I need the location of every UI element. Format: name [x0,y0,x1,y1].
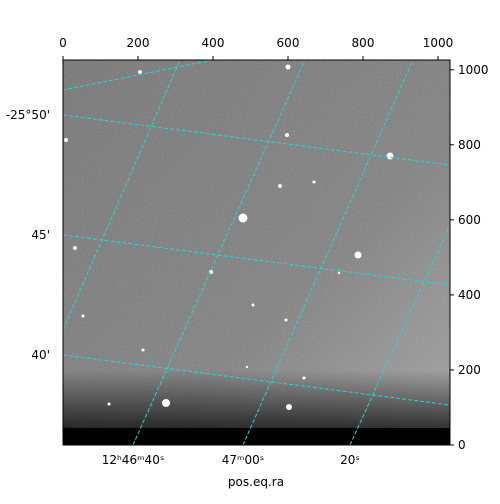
y-tick-label: 0 [458,438,466,452]
y-tick-label: 800 [458,138,481,152]
ra-label: 47ᵐ00ˢ [222,453,265,467]
dec-label: -25°50' [6,108,50,122]
dec-label: 40' [31,348,50,362]
y-tick-label: 400 [458,288,481,302]
x-tick-label: 0 [59,36,67,50]
y-tick-label: 600 [458,213,481,227]
x-tick-label: 400 [202,36,225,50]
dec-label: 45' [31,228,50,242]
x-tick-label: 200 [127,36,150,50]
x-tick-label: 600 [277,36,300,50]
x-axis-label: pos.eq.ra [228,475,284,489]
y-tick-label: 200 [458,363,481,377]
dec-labels: -25°50' 45' 40' [6,108,50,362]
sky-image [63,60,450,445]
x-tick-label: 800 [352,36,375,50]
ra-labels: 12ʰ46ᵐ40ˢ 47ᵐ00ˢ 20ˢ [102,453,360,467]
ra-label: 12ʰ46ᵐ40ˢ [102,453,165,467]
y-tick-label: 1000 [458,63,489,77]
frame [62,59,451,446]
x-tick-label: 1000 [423,36,454,50]
coordinate-grid [62,59,451,446]
ra-label: 20ˢ [340,453,360,467]
